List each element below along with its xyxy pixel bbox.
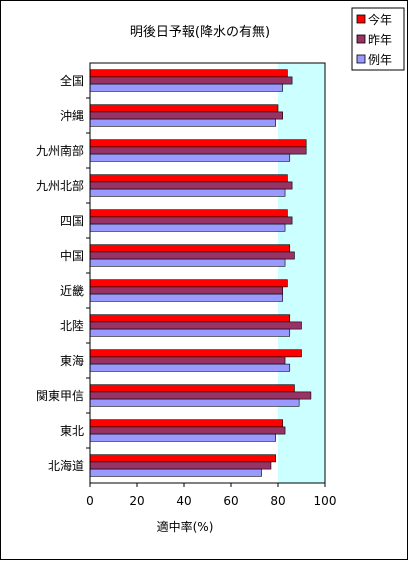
bar-中国-今年 [89,244,291,253]
bar-九州南部-昨年 [89,146,307,155]
category-label: 沖縄 [60,108,84,123]
bar-関東甲信-昨年 [89,391,312,400]
bar-北陸-昨年 [89,321,302,330]
bar-北海道-例年 [89,468,262,477]
highlight-band [278,63,325,483]
x-tick-label: 80 [270,494,285,508]
category-label: 四国 [60,214,84,228]
category-label: 九州北部 [36,178,84,193]
bar-近畿-昨年 [89,286,283,295]
bar-四国-昨年 [89,216,293,225]
legend-swatch-今年 [356,14,366,24]
category-label: 全国 [60,73,84,88]
category-label: 東海 [60,353,84,368]
category-label: 北海道 [48,458,84,473]
x-tick-label: 40 [176,494,191,508]
legend-label: 例年 [368,53,392,67]
bar-全国-例年 [89,83,283,92]
x-tick-label: 20 [129,494,144,508]
bar-東海-昨年 [89,356,286,365]
bar-北陸-例年 [89,328,291,337]
bar-四国-今年 [89,209,288,218]
bar-近畿-例年 [89,293,283,302]
bar-東海-今年 [89,349,302,358]
bar-東北-例年 [89,433,276,442]
bar-全国-今年 [89,69,288,78]
bar-九州南部-今年 [89,139,307,148]
legend-label: 今年 [368,12,392,27]
x-tick-label: 60 [223,494,238,508]
bar-中国-例年 [89,258,286,267]
bar-九州南部-例年 [89,153,291,162]
legend-label: 昨年 [368,33,392,47]
bar-四国-例年 [89,223,286,232]
bar-全国-昨年 [89,76,293,85]
category-label: 中国 [60,248,84,263]
x-axis-ticks: 0 20 40 60 80 100 [86,483,336,508]
bar-関東甲信-今年 [89,384,295,393]
bar-九州北部-昨年 [89,181,293,190]
bar-沖縄-昨年 [89,111,283,120]
bar-北陸-今年 [89,314,291,323]
bar-北海道-昨年 [89,461,272,470]
category-label: 九州南部 [36,143,84,158]
bars-group [89,69,312,477]
bar-東北-昨年 [89,426,286,435]
bar-東北-今年 [89,419,283,428]
bar-近畿-今年 [89,279,288,288]
bar-沖縄-今年 [89,104,279,113]
category-label: 北陸 [60,319,84,333]
legend-swatch-昨年 [356,34,366,44]
x-tick-label: 100 [314,494,337,508]
bar-中国-昨年 [89,251,295,260]
bar-北海道-今年 [89,454,276,463]
category-label: 近畿 [60,284,84,298]
x-tick-label: 0 [86,494,94,508]
category-label: 東北 [60,424,84,438]
legend-swatch-例年 [356,54,366,64]
x-axis-title: 適中率(%) [157,519,214,534]
bar-九州北部-例年 [89,188,286,197]
category-label: 関東甲信 [36,389,84,403]
bar-東海-例年 [89,363,291,372]
bar-九州北部-今年 [89,174,288,183]
bar-関東甲信-例年 [89,398,300,407]
chart-title: 明後日予報(降水の有無) [130,25,270,40]
bar-沖縄-例年 [89,118,276,127]
